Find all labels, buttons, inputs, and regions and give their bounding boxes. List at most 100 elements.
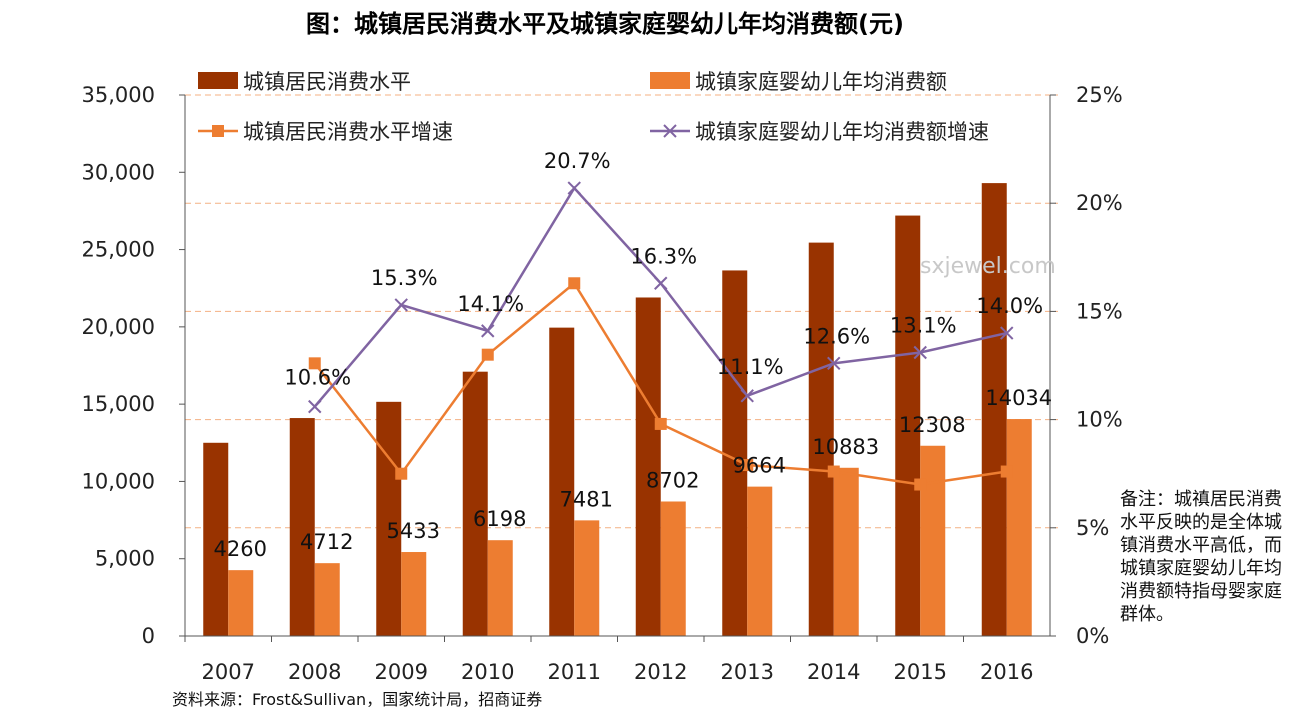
legend-item: 城镇家庭婴幼儿年均消费额: [650, 70, 947, 94]
line-data-label: 20.7%: [544, 149, 611, 173]
y-right-tick-label: 15%: [1076, 299, 1123, 323]
bar-infant-spending: [660, 501, 686, 636]
line-point-square: [395, 467, 408, 480]
bar-data-label: 14034: [985, 386, 1052, 410]
lines: [308, 181, 1014, 491]
line-data-label: 14.1%: [457, 292, 524, 316]
x-marker-stroke: [740, 389, 754, 403]
bar-data-label: 12308: [899, 413, 966, 437]
grid: [185, 94, 1058, 529]
line-point-square: [827, 465, 840, 478]
x-tick-label: 2012: [634, 660, 687, 684]
x-marker-stroke: [1000, 326, 1014, 340]
y-left-tick-label: 10,000: [82, 469, 155, 493]
note: 备注：城禛居民消费水平反映的是全体城镇消费水平高低，而城镇家庭婴幼儿年均消费额特…: [1120, 489, 1282, 625]
line-data-label: 12.6%: [803, 324, 870, 348]
bar-infant-spending: [314, 563, 340, 636]
x-marker-stroke: [308, 399, 322, 414]
bar-data-label: 4712: [300, 530, 353, 554]
y-right-tick-label: 10%: [1076, 408, 1123, 432]
line-point-square: [654, 417, 667, 430]
x-tick-label: 2015: [894, 660, 947, 684]
line-point-square: [568, 277, 581, 290]
x-tick-label: 2008: [288, 660, 341, 684]
line-point-x: [740, 389, 754, 403]
x-marker-stroke: [394, 298, 408, 312]
watermark: sxjewel.com: [920, 254, 1056, 279]
x-marker-stroke: [827, 356, 841, 371]
legend-label: 城镇家庭婴幼儿年均消费额: [695, 70, 947, 94]
line-point-x: [394, 298, 408, 312]
bar-data-label: 6198: [473, 507, 526, 531]
bar-infant-spending: [833, 467, 859, 636]
bar-consumption-level: [289, 418, 315, 636]
bar-infant-spending: [487, 540, 513, 636]
y-right-tick-label: 5%: [1076, 516, 1109, 540]
line-point-square: [914, 478, 927, 491]
line-point-x: [827, 356, 841, 371]
legend-swatch: [198, 72, 238, 89]
legend-item: 城镇居民消费水平: [198, 70, 411, 94]
bar-data-label: 9664: [733, 454, 786, 478]
line-point-x: [913, 345, 927, 360]
bar-infant-spending: [574, 520, 600, 636]
bar-consumption-level: [895, 215, 921, 636]
bar-data-label: 10883: [812, 435, 879, 459]
bar-consumption-level: [203, 442, 229, 636]
line-point-x: [481, 324, 495, 338]
line-data-label: 15.3%: [371, 266, 438, 290]
line-point-square: [741, 459, 754, 472]
x-tick-label: 2016: [980, 660, 1033, 684]
line-data-label: 14.0%: [976, 294, 1043, 318]
line-point-square: [1000, 465, 1013, 478]
y-right-tick-label: 25%: [1076, 83, 1123, 107]
bar-consumption-level: [549, 327, 575, 636]
y-right-tick-label: 0%: [1076, 624, 1109, 648]
line-point-x: [567, 181, 581, 195]
x-tick-label: 2013: [721, 660, 774, 684]
bar-infant-spending: [920, 445, 946, 636]
bar-consumption-level: [376, 401, 402, 636]
bar-consumption-level: [808, 242, 834, 636]
y-left-tick-label: 15,000: [82, 392, 155, 416]
legend-marker: [212, 125, 224, 137]
line-point-square: [308, 357, 321, 370]
bar-consumption-level: [722, 270, 748, 636]
legend-label: 城镇居民消费水平: [243, 70, 411, 94]
source-text: 资料来源：Frost&Sullivan，国家统计局，招商证券: [172, 690, 543, 709]
bar-consumption-level: [981, 183, 1007, 636]
bars: [203, 183, 1032, 636]
chart-title: 图：城镇居民消费水平及城镇家庭婴幼儿年均消费额(元): [306, 10, 904, 38]
y-left-tick-label: 20,000: [82, 315, 155, 339]
legend-item: 城镇居民消费水平增速: [198, 120, 453, 144]
legend-item: 城镇家庭婴幼儿年均消费额增速: [650, 120, 989, 144]
bar-consumption-level: [462, 371, 488, 636]
x-tick-label: 2007: [202, 660, 255, 684]
bar-infant-spending: [401, 552, 427, 636]
data-labels: 4260 4712 5433 6198 7481 8702 9664 10883 12308 14…: [214, 149, 1053, 561]
x-marker-stroke: [481, 324, 495, 338]
bar-infant-spending: [228, 570, 254, 636]
line-data-label: 11.1%: [717, 355, 784, 379]
line-point-x: [308, 399, 322, 414]
line-point-x: [1000, 326, 1014, 340]
x-tick-label: 2009: [375, 660, 428, 684]
line-point-square: [481, 348, 494, 361]
y-left-tick-label: 35,000: [82, 83, 155, 107]
line-data-label: 10.6%: [284, 366, 351, 390]
legend-label: 城镇家庭婴幼儿年均消费额增速: [695, 120, 989, 144]
legend-swatch: [650, 72, 690, 89]
line-point-x: [654, 276, 668, 290]
x-tick-label: 2014: [807, 660, 860, 684]
bar-infant-spending: [747, 486, 773, 636]
line-data-label: 16.3%: [630, 244, 697, 268]
y-left-tick-label: 30,000: [82, 160, 155, 184]
x-marker-stroke: [654, 276, 668, 290]
x-marker-stroke: [913, 345, 927, 360]
y-left-tick-label: 0: [142, 624, 155, 648]
bar-data-label: 7481: [560, 487, 613, 511]
axes: 0 5,000 10,000 15,000 20,000 25,000 30,000 35,0…: [82, 83, 1123, 684]
legend-label: 城镇居民消费水平增速: [243, 120, 453, 144]
y-right-tick-label: 20%: [1076, 191, 1123, 215]
